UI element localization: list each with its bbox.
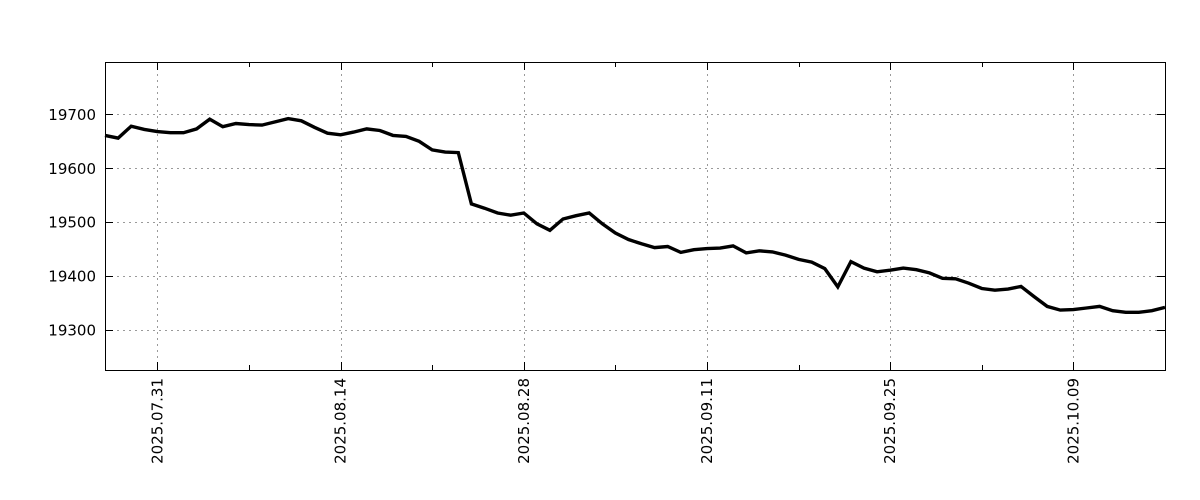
grid-lines bbox=[105, 62, 1165, 370]
x-tick-label: 2025.09.25 bbox=[881, 378, 899, 464]
y-tick-label: 19600 bbox=[48, 160, 96, 178]
axis-ticks bbox=[105, 62, 1165, 370]
x-axis-labels: 2025.07.31 2025.08.14 2025.08.28 2025.09.11… bbox=[148, 378, 1082, 464]
x-tick-label: 2025.08.14 bbox=[332, 378, 350, 464]
plot-border bbox=[105, 62, 1166, 371]
x-tick-label: 2025.07.31 bbox=[148, 378, 166, 464]
data-series-line bbox=[104, 116, 1166, 314]
y-tick-label: 19700 bbox=[48, 106, 96, 124]
x-tick-label: 2025.10.09 bbox=[1064, 378, 1082, 464]
x-tick-label: 2025.08.28 bbox=[515, 378, 533, 464]
x-tick-label: 2025.09.11 bbox=[698, 378, 716, 464]
y-tick-label: 19400 bbox=[48, 268, 96, 286]
y-tick-label: 19300 bbox=[48, 322, 96, 340]
y-axis-labels: 19300 19400 19500 19600 19700 bbox=[48, 106, 96, 340]
y-tick-label: 19500 bbox=[48, 214, 96, 232]
